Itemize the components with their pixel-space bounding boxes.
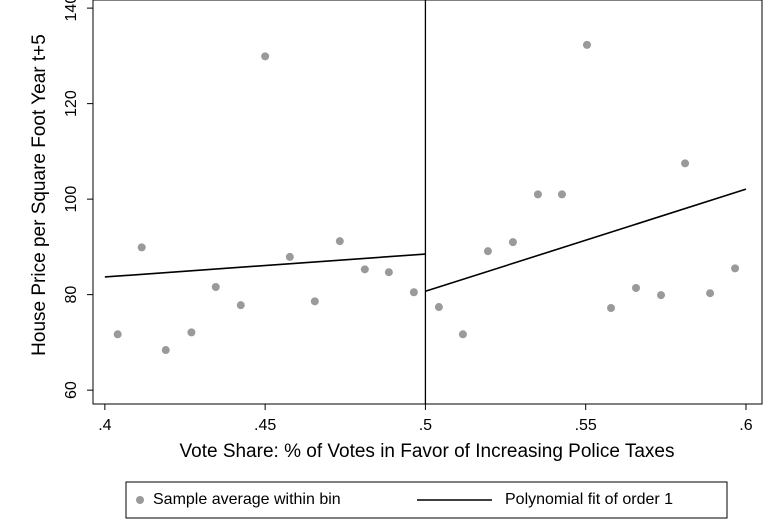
x-tick-label: .6 (739, 417, 752, 434)
point (681, 159, 690, 168)
point (557, 190, 566, 199)
point (211, 283, 220, 292)
x-tick-label: .45 (254, 417, 276, 434)
point (360, 265, 369, 274)
point (236, 301, 245, 310)
point (113, 330, 122, 339)
x-tick-label: .4 (98, 417, 111, 434)
point (632, 283, 641, 292)
plot-area (92, 0, 763, 405)
x-tick-label: .5 (419, 417, 432, 434)
point (582, 40, 591, 49)
point (483, 247, 492, 256)
legend-label: Sample average within bin (153, 491, 341, 508)
y-tick-label: 140 (63, 0, 80, 21)
point (607, 304, 616, 313)
fit-line (425, 188, 747, 293)
y-tick-label: 60 (63, 381, 80, 399)
point (458, 330, 467, 339)
legend-label: Polynomial fit of order 1 (505, 491, 673, 508)
point (161, 346, 170, 355)
point (310, 297, 319, 306)
point (137, 243, 146, 252)
point (706, 289, 715, 298)
point (731, 264, 740, 273)
point (434, 303, 443, 312)
point (508, 238, 517, 247)
y-tick-label: 100 (63, 186, 80, 213)
y-axis-title: House Price per Square Foot Year t+5 (29, 34, 50, 356)
y-tick-label: 80 (63, 286, 80, 304)
point (657, 291, 666, 300)
point (409, 288, 418, 297)
point (187, 328, 196, 337)
point (533, 190, 542, 199)
point (261, 52, 270, 61)
legend-marker (136, 496, 144, 504)
x-axis-title: Vote Share: % of Votes in Favor of Incre… (180, 441, 675, 462)
point (335, 237, 344, 246)
y-tick-label: 120 (63, 90, 80, 117)
point (384, 268, 393, 277)
point (285, 252, 294, 261)
fit-line (104, 253, 426, 278)
x-tick-label: .55 (575, 417, 597, 434)
